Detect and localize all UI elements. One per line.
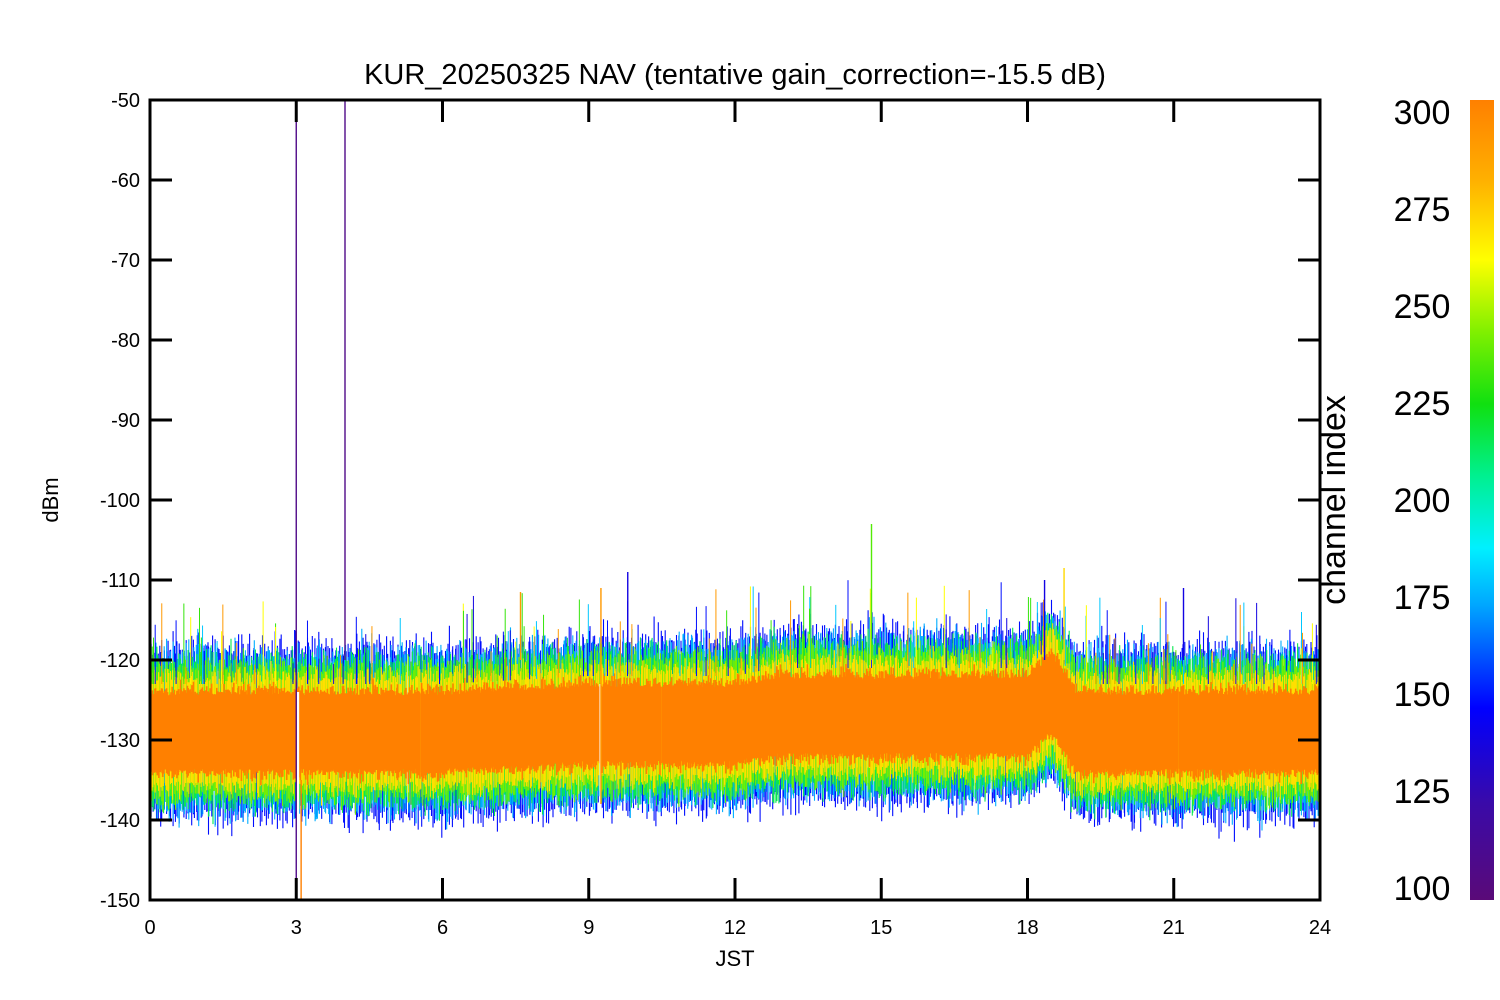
x-tick-label: 0	[144, 917, 155, 939]
colorbar-tick-label: 225	[1394, 385, 1451, 423]
colorbar-tick-label: 100	[1394, 870, 1451, 908]
data-gap	[296, 692, 300, 844]
x-axis: 0 3 6 9 12 15 18 21 24	[144, 100, 1331, 939]
colorbar-tick-label: 250	[1394, 288, 1451, 326]
colorbar-tick-label: 300	[1394, 94, 1451, 132]
y-tick-label: -150	[100, 890, 140, 912]
y-tick-label: -60	[111, 170, 140, 192]
y-tick-label: -50	[111, 90, 140, 112]
y-axis: -50 -60 -70 -80 -90 -100 -110 -120 -130 -140 -150	[100, 90, 1320, 912]
colorbar-ticks: 100 125 150 175 200 225 250 275 300	[1394, 94, 1451, 908]
colorbar-tick-label: 125	[1394, 773, 1451, 811]
x-tick-label: 12	[724, 917, 746, 939]
x-tick-label: 21	[1163, 917, 1185, 939]
x-tick-label: 3	[291, 917, 302, 939]
x-tick-label: 9	[583, 917, 594, 939]
x-tick-label: 15	[870, 917, 892, 939]
colorbar	[1470, 100, 1494, 900]
plot-area	[150, 100, 1320, 900]
y-tick-label: -140	[100, 810, 140, 832]
x-axis-title: JST	[715, 946, 754, 971]
major-spikes	[295, 100, 1185, 900]
colorbar-title: channel index	[1315, 395, 1353, 605]
y-tick-label: -80	[111, 330, 140, 352]
y-tick-label: -120	[100, 650, 140, 672]
y-tick-label: -110	[101, 570, 140, 592]
y-tick-label: -70	[111, 250, 140, 272]
x-tick-label: 24	[1309, 917, 1331, 939]
colorbar-tick-label: 275	[1394, 191, 1451, 229]
x-tick-label: 18	[1016, 917, 1038, 939]
y-tick-label: -130	[100, 730, 140, 752]
colorbar-tick-label: 175	[1394, 579, 1451, 617]
y-axis-title: dBm	[38, 477, 63, 522]
y-tick-label: -100	[100, 490, 140, 512]
chart-title: KUR_20250325 NAV (tentative gain_correct…	[364, 59, 1106, 91]
minor-spikes	[151, 580, 1317, 684]
colorbar-tick-label: 200	[1394, 482, 1451, 520]
x-tick-label: 6	[437, 917, 448, 939]
y-tick-label: -90	[111, 410, 140, 432]
colorbar-tick-label: 150	[1394, 676, 1451, 714]
